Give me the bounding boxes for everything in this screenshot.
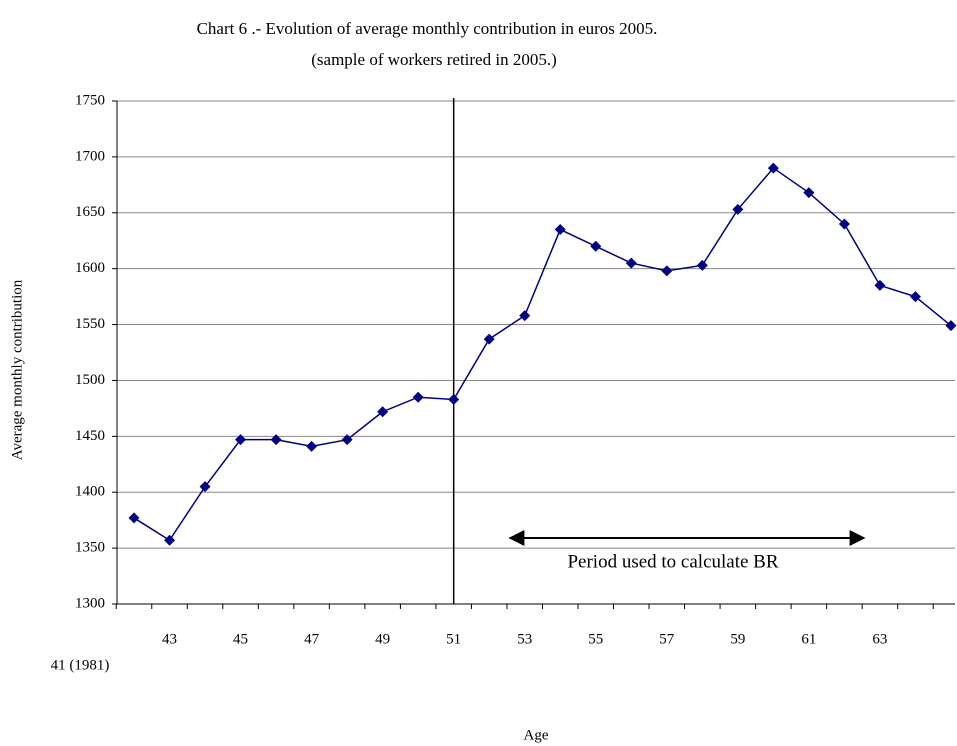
annotation: Period used to calculate BR	[567, 551, 778, 572]
x-tick-label: 43	[162, 631, 177, 647]
x-tick-label: 51	[446, 631, 461, 647]
data-point	[128, 512, 140, 524]
data-point	[270, 434, 282, 446]
x-tick-label: 61	[801, 631, 816, 647]
data-point	[874, 279, 886, 291]
y-tick-label: 1350	[75, 540, 105, 556]
y-tick-label: 1600	[75, 260, 105, 276]
y-tick-label: 1650	[75, 204, 105, 220]
x-tick-label: 59	[730, 631, 745, 647]
y-tick-label: 1550	[75, 316, 105, 332]
data-point	[625, 257, 637, 269]
y-tick-label: 1750	[75, 92, 105, 108]
data-point	[838, 218, 850, 230]
data-point	[341, 434, 353, 446]
y-axis-label: Average monthly contribution	[9, 279, 25, 460]
y-tick-label: 1700	[75, 148, 105, 164]
data-point	[483, 333, 495, 345]
data-point	[945, 320, 957, 332]
data-point	[909, 291, 921, 303]
data-point	[235, 434, 247, 446]
x-tick-label: 45	[233, 631, 248, 647]
x-tick-label: 57	[659, 631, 675, 647]
chart-title: Chart 6 .- Evolution of average monthly …	[197, 19, 658, 38]
data-point	[448, 393, 460, 405]
data-point	[164, 534, 176, 546]
y-tick-label: 1500	[75, 372, 105, 388]
x-note: 41 (1981)	[51, 657, 110, 673]
data-point	[306, 440, 318, 452]
data-point	[696, 259, 708, 271]
y-tick-label: 1400	[75, 484, 105, 500]
x-tick-label: 63	[872, 631, 887, 647]
data-point	[732, 203, 744, 215]
chart-subtitle: (sample of workers retired in 2005.)	[311, 50, 556, 69]
data-point	[519, 310, 531, 322]
y-tick-label: 1450	[75, 428, 105, 444]
data-point	[377, 406, 389, 418]
data-point	[199, 481, 211, 493]
data-point	[767, 162, 779, 174]
x-tick-label: 47	[304, 631, 320, 647]
y-tick-label: 1300	[75, 595, 105, 611]
data-point	[590, 240, 602, 252]
data-line	[133, 167, 952, 542]
x-axis-label: Age	[524, 727, 549, 743]
data-point	[661, 265, 673, 277]
data-point	[554, 224, 566, 236]
x-tick-label: 49	[375, 631, 390, 647]
data-point	[803, 187, 815, 199]
x-tick-label: 55	[588, 631, 603, 647]
data-point	[412, 391, 424, 403]
x-tick-label: 53	[517, 631, 532, 647]
